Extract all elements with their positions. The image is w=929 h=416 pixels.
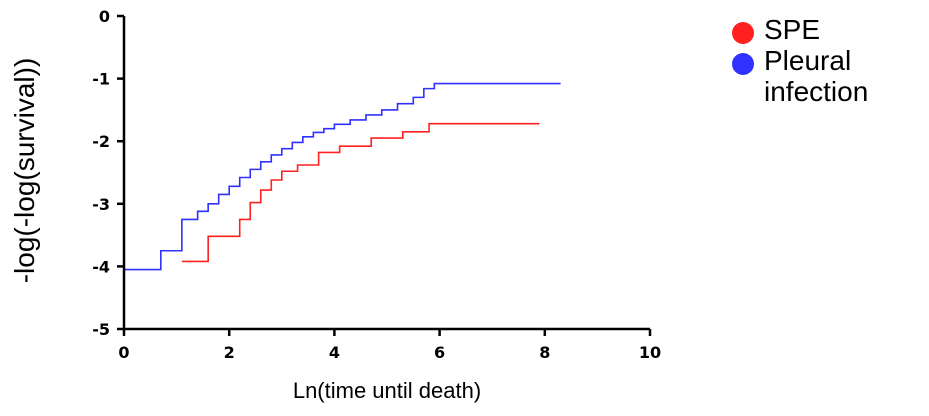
series-line-spe (181, 122, 540, 263)
ticks: 0 2 4 6 8 10 0 -1 -2 -3 -4 -5 (92, 7, 661, 362)
legend-item-pleural-infection: Pleural infection (732, 45, 929, 107)
y-axis-title: -log(-log(survival)) (9, 58, 40, 284)
y-tick-label: -2 (92, 132, 110, 151)
x-tick-label: 6 (434, 343, 445, 362)
legend-marker-pleural-infection (732, 53, 754, 75)
x-tick-label: 10 (639, 343, 661, 362)
x-tick-label: 8 (539, 343, 550, 362)
y-tick-label: 0 (99, 7, 110, 26)
series-layer (124, 82, 561, 271)
legend: SPE Pleural infection (732, 14, 929, 107)
legend-label-spe: SPE (764, 14, 821, 45)
x-axis-title: Ln(time until death) (293, 378, 481, 403)
x-tick-label: 0 (118, 343, 129, 362)
legend-marker-spe (732, 22, 754, 44)
y-tick-label: -5 (92, 320, 110, 339)
y-tick-label: -1 (92, 70, 110, 89)
axes (122, 16, 650, 331)
x-tick-label: 4 (329, 343, 340, 362)
x-tick-label: 2 (224, 343, 235, 362)
y-tick-label: -4 (92, 257, 110, 276)
legend-label-pleural-infection: Pleural infection (764, 45, 869, 107)
series-line-pleural-infection (124, 82, 561, 271)
legend-item-spe: SPE (732, 14, 929, 45)
y-tick-label: -3 (92, 195, 110, 214)
